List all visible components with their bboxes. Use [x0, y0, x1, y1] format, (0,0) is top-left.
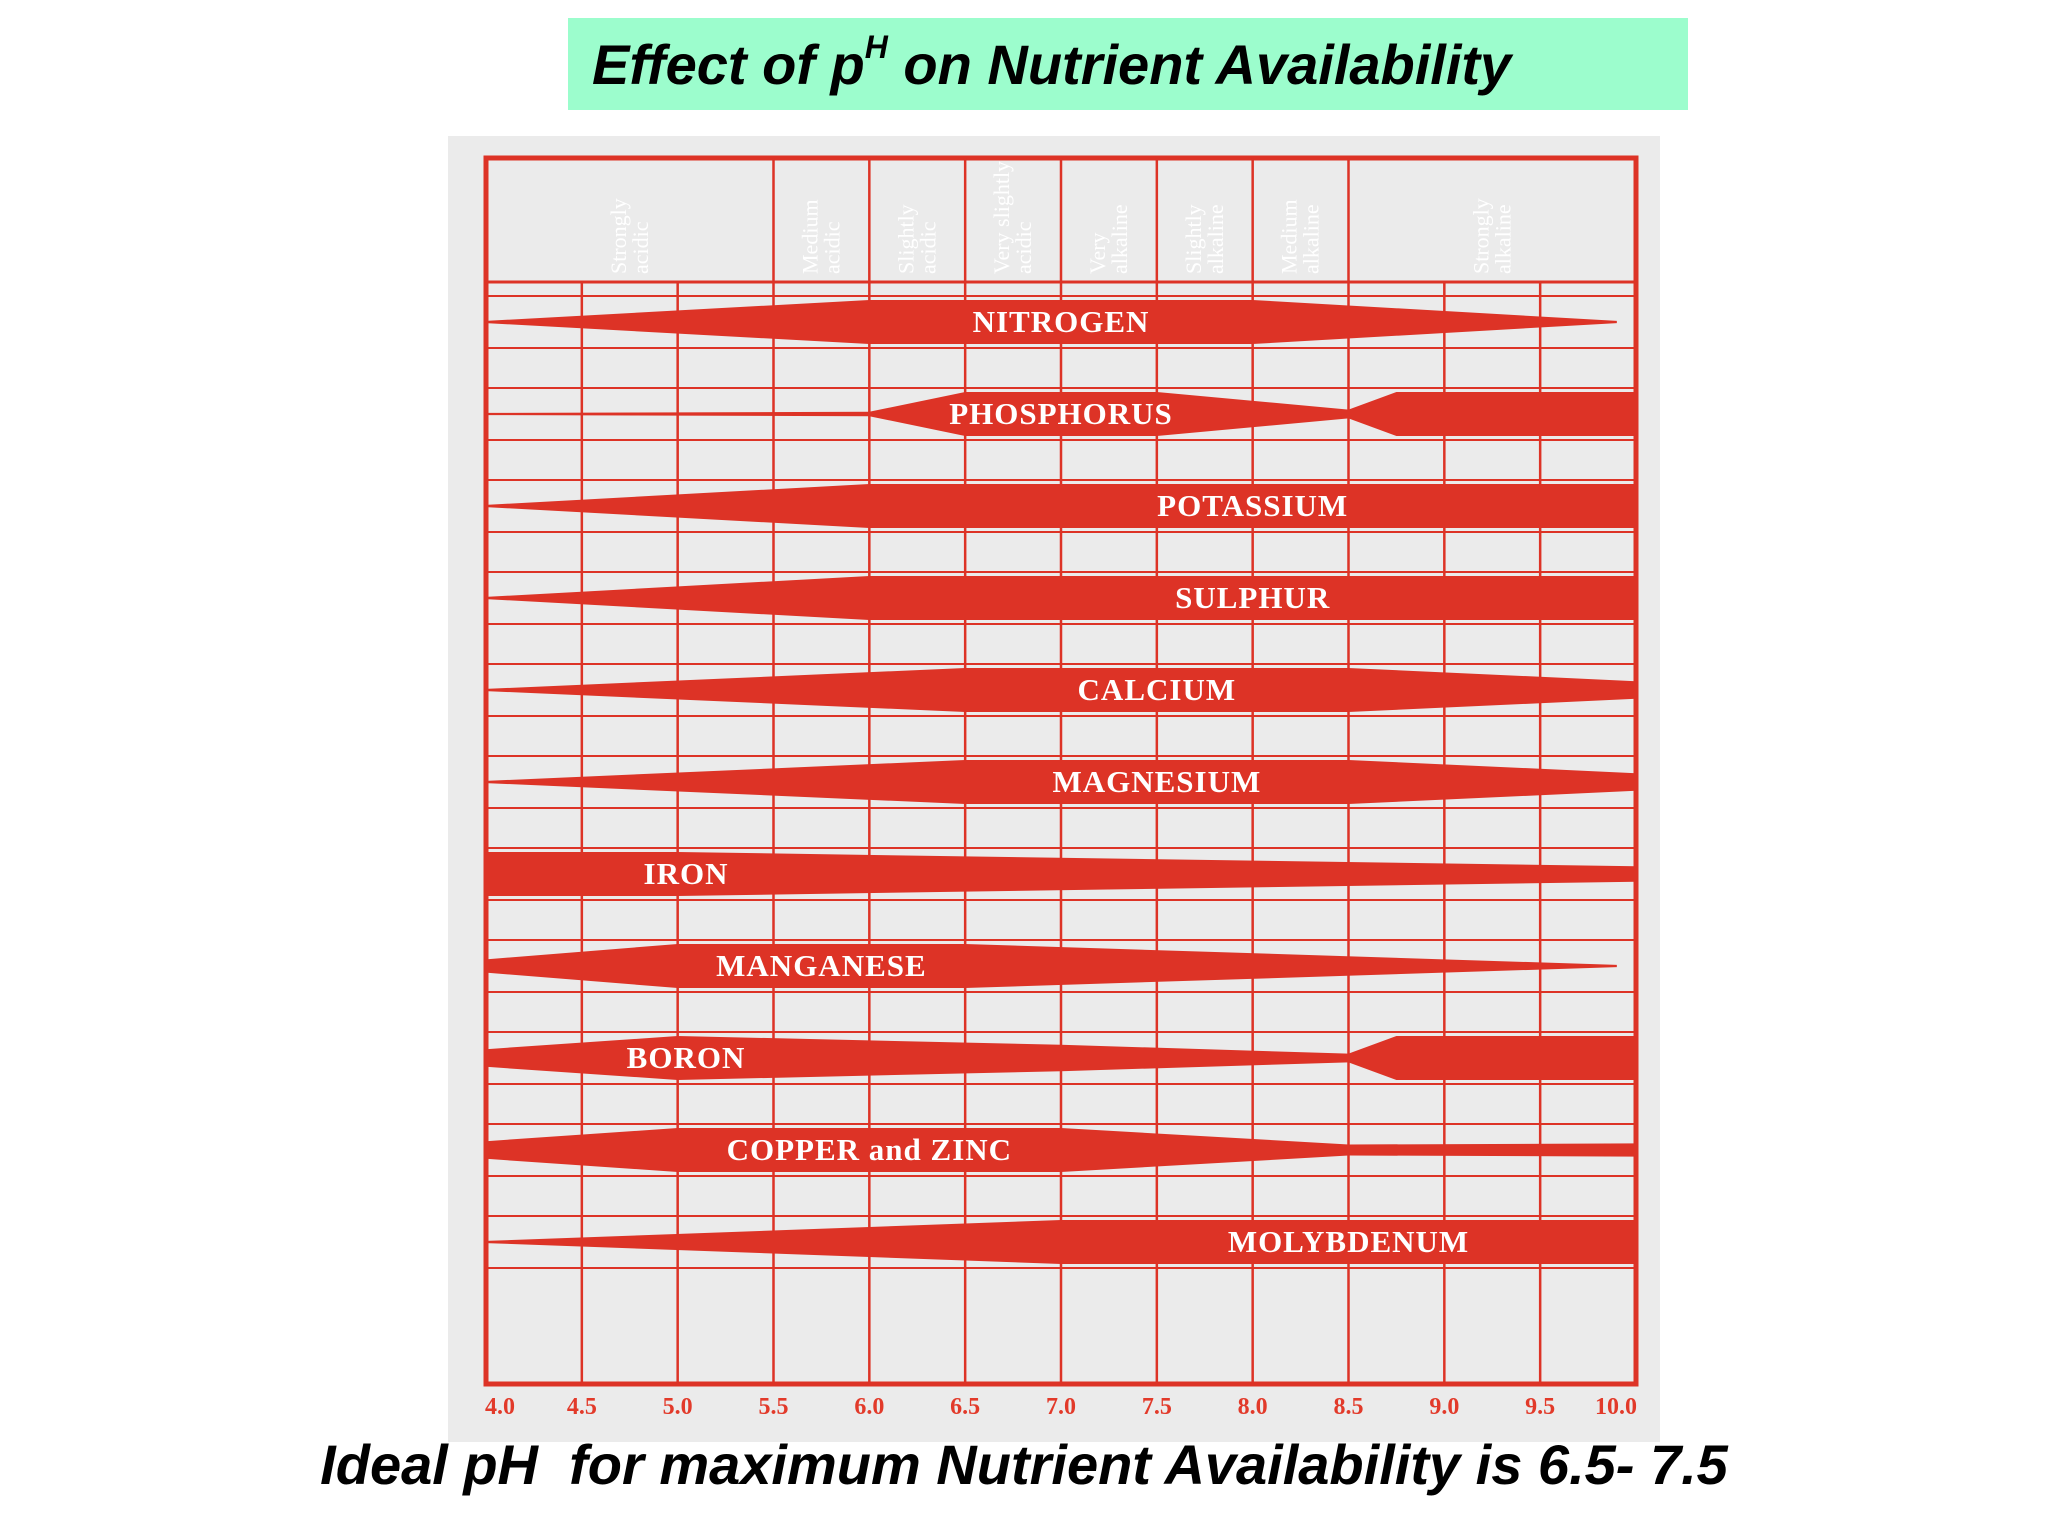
nutrient-label: CALCIUM: [1078, 672, 1237, 707]
zone-label-line: Strongly: [1468, 198, 1493, 274]
x-tick-label: 6.0: [854, 1394, 884, 1420]
nutrient-band: [486, 1220, 1636, 1264]
nutrient-band: [486, 392, 1636, 436]
zone-label: Stronglyacidic: [606, 198, 653, 274]
nutrient-label: COPPER and ZINC: [727, 1132, 1012, 1167]
zone-label-line: alkaline: [1107, 204, 1132, 274]
x-tick-label: 6.5: [950, 1394, 980, 1420]
x-tick-label: 7.0: [1046, 1394, 1076, 1420]
nutrient-band: [486, 852, 1636, 896]
nutrient-label: MANGANESE: [716, 948, 927, 983]
nutrient-label: PHOSPHORUS: [949, 396, 1173, 431]
zone-label-line: acidic: [628, 221, 653, 274]
zone-label: Slightlyalkaline: [1181, 204, 1228, 274]
x-axis-ticks: 4.0 4.5 5.0 5.5 6.0 6.5 7.0 7.5 8.0 8.5 9.0 9.5 10.0: [485, 1394, 1637, 1420]
x-tick-label: 5.0: [663, 1394, 693, 1420]
x-tick-label: 9.5: [1525, 1394, 1555, 1420]
x-tick-label: 5.5: [759, 1394, 789, 1420]
title-superscript: H: [864, 28, 888, 65]
nutrient-label: POTASSIUM: [1157, 488, 1348, 523]
nutrient-label: BORON: [627, 1040, 746, 1075]
nutrient-band: [486, 576, 1636, 620]
zone-label: Stronglyalkaline: [1468, 198, 1515, 274]
zone-label: Slightlyacidic: [893, 204, 940, 274]
ph-zone-labels: Stronglyacidic Mediumacidic Slightlyacidic…: [606, 158, 1515, 282]
footer-note: Ideal pH for maximum Nutrient Availabili…: [320, 1433, 1728, 1496]
nutrient-band: [486, 760, 1636, 804]
zone-label: Veryalkaline: [1085, 204, 1132, 274]
zone-label: Mediumalkaline: [1277, 199, 1324, 274]
zone-label-line: Slightly: [893, 204, 918, 274]
nutrient-bands: NITROGEN PHOSPHORUS POTASSIUM SULPHUR CALCIU…: [486, 300, 1636, 1264]
zone-label-line: alkaline: [1299, 204, 1324, 274]
x-tick-label: 9.0: [1429, 1394, 1459, 1420]
nutrient-label: MAGNESIUM: [1052, 764, 1261, 799]
x-tick-label: 8.0: [1238, 1394, 1268, 1420]
nutrient-band: [486, 1128, 1636, 1172]
zone-label-line: acidic: [915, 221, 940, 274]
zone-label-line: alkaline: [1203, 204, 1228, 274]
zone-label-line: acidic: [819, 221, 844, 274]
zone-label-line: Slightly: [1181, 204, 1206, 274]
nutrient-band: [486, 668, 1636, 712]
x-tick-label: 8.5: [1334, 1394, 1364, 1420]
zone-label-line: Medium: [797, 199, 822, 274]
zone-label: Mediumacidic: [797, 199, 844, 274]
nutrient-label: MOLYBDENUM: [1228, 1224, 1469, 1259]
title-box: Effect of pH on Nutrient Availability: [568, 18, 1688, 110]
x-tick-label: 7.5: [1142, 1394, 1172, 1420]
nutrient-band: [486, 944, 1617, 988]
nutrient-band: [486, 1036, 1636, 1080]
zone-label-line: acidic: [1011, 221, 1036, 274]
chart-grid: [483, 155, 1639, 1387]
nutrient-band: [486, 484, 1636, 528]
x-tick-label: 10.0: [1595, 1394, 1637, 1420]
page-title: Effect of pH on Nutrient Availability: [592, 28, 1512, 96]
nutrient-label: NITROGEN: [973, 304, 1150, 339]
nutrient-label: IRON: [644, 856, 729, 891]
zone-label-line: alkaline: [1490, 204, 1515, 274]
zone-label-line: Medium: [1277, 199, 1302, 274]
x-tick-label: 4.5: [567, 1394, 597, 1420]
zone-label-line: Very: [1085, 232, 1110, 274]
zone-label-line: Strongly: [606, 198, 631, 274]
nutrient-band: [486, 300, 1617, 344]
zone-label-line: Very slightly: [989, 161, 1014, 274]
nutrient-availability-chart: Stronglyacidic Mediumacidic Slightlyacidic…: [448, 136, 1660, 1442]
x-tick-label: 4.0: [485, 1394, 515, 1420]
zone-label: Very slightlyacidic: [989, 161, 1036, 274]
nutrient-label: SULPHUR: [1175, 580, 1330, 615]
